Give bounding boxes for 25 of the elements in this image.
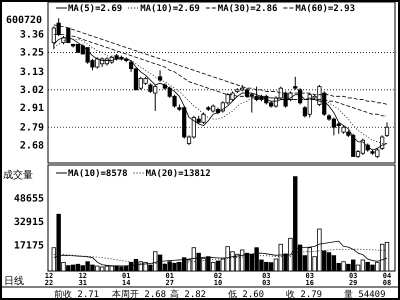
text: 前收 2.71 [54,289,100,300]
x-axis-title: 日线 [4,275,24,287]
text: 量 54409 [344,289,386,300]
y-tick-label: 2.79 [20,122,44,134]
text: 高 2.82 [170,289,206,300]
text: 600720 [6,15,42,26]
y-tick-label: 3.36 [20,30,44,41]
legend-label: MA(30)=2.86 [218,4,278,14]
legend-label: MA(10)=8578 [68,169,128,179]
y-tick-label: 3.02 [20,85,44,96]
y-tick-label: 3.13 [20,67,44,78]
y-tick-label: 32915 [14,217,44,228]
y-tick-label: 17175 [14,240,44,252]
legend-label: MA(5)=2.69 [68,4,122,14]
legend-label: MA(10)=2.69 [140,4,200,14]
legend-label: MA(20)=13812 [146,169,211,179]
y-tick-label: 2.91 [20,102,44,114]
y-tick-label: 2.68 [20,140,44,152]
y-axis-title: 成交量 [3,169,33,181]
text: 本周开 2.68 [112,289,166,300]
y-tick-label: 48655 [14,194,44,205]
y-tick-label: 3.25 [20,48,44,59]
legend-label: MA(60)=2.93 [295,4,356,14]
text: 收 2.79 [286,289,322,300]
text: 低 2.60 [228,289,264,300]
